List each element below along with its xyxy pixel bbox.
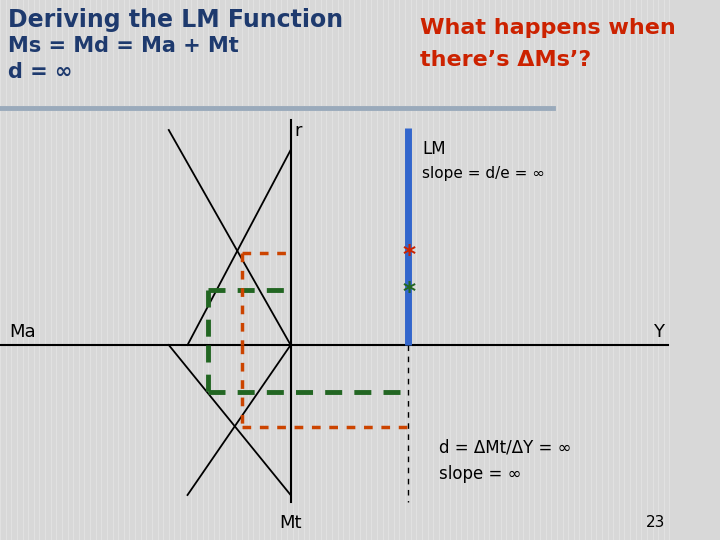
Text: r: r bbox=[294, 122, 302, 140]
Text: *: * bbox=[402, 280, 415, 304]
Text: d = ΔMt/ΔY = ∞: d = ΔMt/ΔY = ∞ bbox=[438, 438, 571, 456]
Text: *: * bbox=[402, 243, 415, 267]
Text: Ma: Ma bbox=[9, 323, 36, 341]
Text: slope = d/e = ∞: slope = d/e = ∞ bbox=[422, 166, 545, 181]
Text: Y: Y bbox=[653, 323, 664, 341]
Text: there’s ΔMs’?: there’s ΔMs’? bbox=[420, 50, 591, 70]
Text: Mt: Mt bbox=[279, 514, 302, 532]
Text: slope = ∞: slope = ∞ bbox=[438, 465, 521, 483]
Text: LM: LM bbox=[422, 140, 446, 158]
Text: 23: 23 bbox=[647, 515, 666, 530]
Text: What happens when: What happens when bbox=[420, 18, 676, 38]
Text: Ms = Md = Ma + Mt: Ms = Md = Ma + Mt bbox=[7, 36, 238, 56]
Text: d = ∞: d = ∞ bbox=[7, 62, 72, 82]
Text: Deriving the LM Function: Deriving the LM Function bbox=[7, 8, 343, 32]
